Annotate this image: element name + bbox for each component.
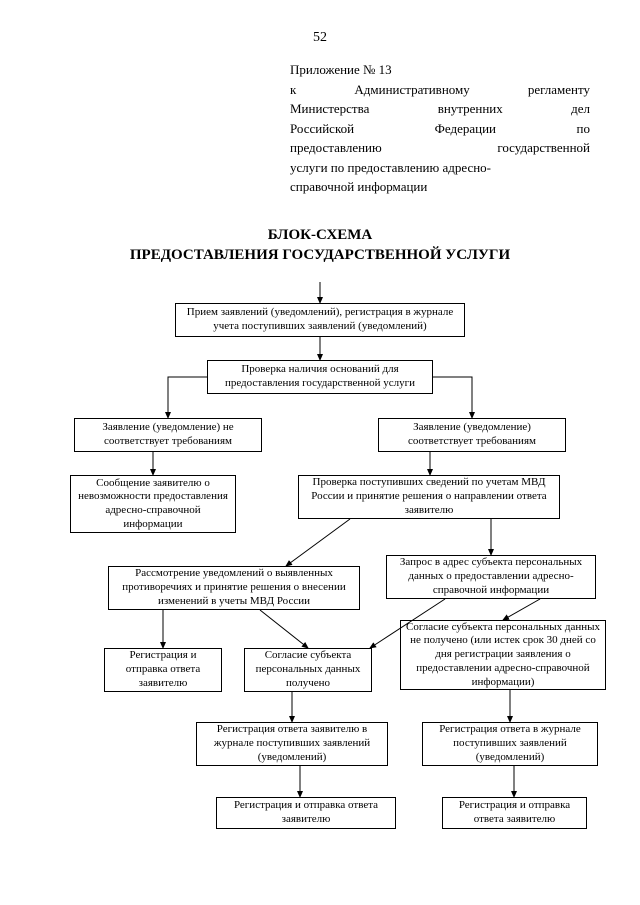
appendix-line: Приложение № 13 (290, 60, 590, 80)
flow-node-n6: Проверка поступивших сведений по учетам … (298, 475, 560, 519)
flow-node-n13: Регистрация ответа в журнале поступивших… (422, 722, 598, 766)
appendix-line: предоставлению государственной (290, 138, 590, 158)
flow-node-n1: Прием заявлений (уведомлений), регистрац… (175, 303, 465, 337)
flow-node-n2: Проверка наличия оснований для предостав… (207, 360, 433, 394)
flow-node-n11: Согласие субъекта персональных данных не… (400, 620, 606, 690)
flow-node-n5: Сообщение заявителю о невозможности пред… (70, 475, 236, 533)
flow-node-n8: Запрос в адрес субъекта персональных дан… (386, 555, 596, 599)
title-line-1: БЛОК-СХЕМА (0, 225, 640, 245)
flow-node-n4: Заявление (уведомление) соответствует тр… (378, 418, 566, 452)
flow-node-n7: Рассмотрение уведомлений о выявленных пр… (108, 566, 360, 610)
appendix-line: к Административному регламенту (290, 80, 590, 100)
flow-edge (168, 377, 207, 418)
flow-node-n12: Регистрация ответа заявителю в журнале п… (196, 722, 388, 766)
flow-node-n9: Регистрация и отправка ответа заявителю (104, 648, 222, 692)
flow-edge (260, 610, 308, 648)
document-title: БЛОК-СХЕМА ПРЕДОСТАВЛЕНИЯ ГОСУДАРСТВЕННО… (0, 225, 640, 266)
appendix-line: Министерства внутренних дел (290, 99, 590, 119)
flow-node-n3: Заявление (уведомление) не соответствует… (74, 418, 262, 452)
appendix-line: услуги по предоставлению адресно- (290, 158, 590, 178)
flow-edge (286, 519, 350, 566)
flow-node-n14: Регистрация и отправка ответа заявителю (216, 797, 396, 829)
flow-node-n15: Регистрация и отправка ответа заявителю (442, 797, 587, 829)
appendix-line: справочной информации (290, 177, 590, 197)
title-line-2: ПРЕДОСТАВЛЕНИЯ ГОСУДАРСТВЕННОЙ УСЛУГИ (0, 245, 640, 265)
flow-edge (503, 599, 540, 620)
page-number: 52 (0, 30, 640, 46)
flow-node-n10: Согласие субъекта персональных данных по… (244, 648, 372, 692)
flow-edge (433, 377, 472, 418)
appendix-block: Приложение № 13 к Административному регл… (290, 60, 590, 197)
appendix-line: Российской Федерации по (290, 119, 590, 139)
